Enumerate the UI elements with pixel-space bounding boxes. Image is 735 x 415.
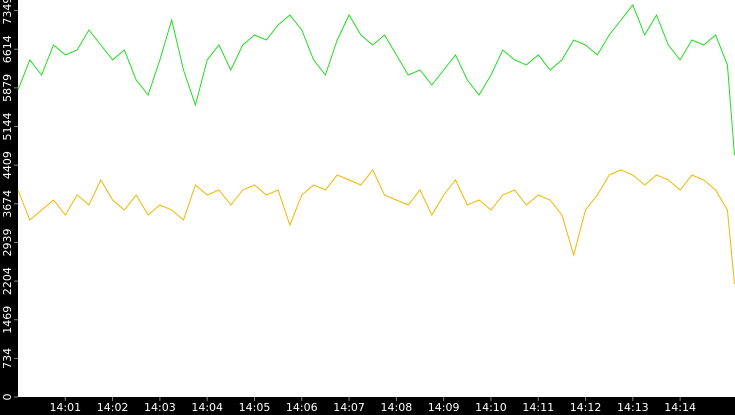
x-tick-label: 14:01: [49, 401, 81, 414]
y-tick-label: 3674: [1, 190, 14, 218]
series-line: [17, 168, 735, 284]
y-tick-label: 5144: [1, 113, 14, 141]
y-tick-label: 0: [1, 394, 14, 401]
y-tick-label: 4409: [1, 151, 14, 179]
plot-area: [18, 0, 735, 397]
x-tick-label: 14:11: [522, 401, 554, 414]
x-tick-label: 14:03: [144, 401, 176, 414]
y-tick-label: 6614: [1, 35, 14, 63]
x-tick-label: 14:10: [475, 401, 507, 414]
x-tick-label: 14:06: [286, 401, 318, 414]
x-tick-label: 14:12: [570, 401, 602, 414]
x-tick-label: 14:13: [617, 401, 649, 414]
y-tick-label: 734: [1, 348, 14, 369]
x-tick-label: 14:14: [664, 401, 696, 414]
x-tick-label: 14:08: [381, 401, 413, 414]
x-tick-label: 14:02: [97, 401, 129, 414]
x-tick-label: 14:04: [191, 401, 223, 414]
x-tick-label: 14:09: [428, 401, 460, 414]
y-tick-label: 1469: [1, 306, 14, 334]
y-tick-label: 2939: [1, 228, 14, 256]
y-tick-label: 5879: [1, 74, 14, 102]
series-line: [17, 3, 735, 156]
x-tick-label: 14:07: [333, 401, 365, 414]
x-tick-label: 14:05: [239, 401, 271, 414]
y-tick-label: 2204: [1, 267, 14, 295]
y-tick-label: 7349: [1, 0, 14, 25]
